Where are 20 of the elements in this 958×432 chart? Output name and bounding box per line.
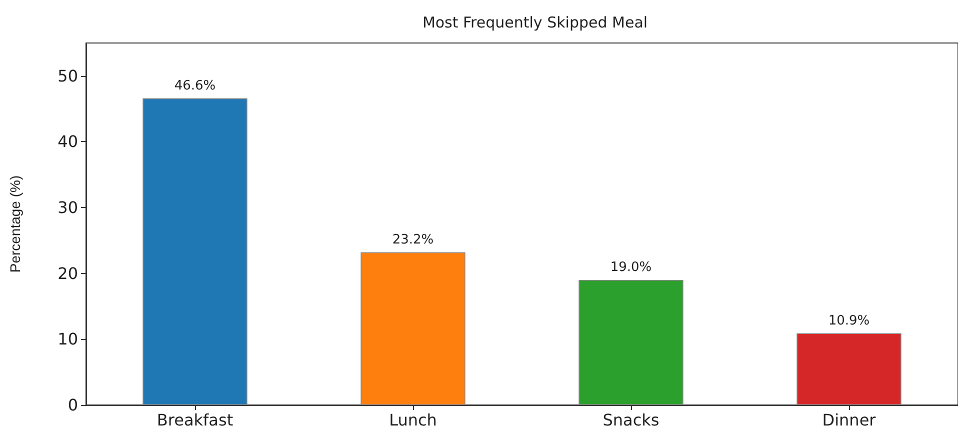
y-tick-label: 0 [68,396,78,414]
x-tick-label: Snacks [602,410,660,430]
y-tick-label: 30 [58,198,78,218]
bar [360,252,466,405]
bar [142,98,248,405]
y-axis-title: Percentage (%) [7,175,23,273]
y-tick-label: 20 [58,264,78,283]
x-tick-label: Breakfast [156,410,234,430]
chart-title: Most Frequently Skipped Meal [422,14,648,32]
bar [796,333,902,405]
data-label: 10.9% [828,313,870,328]
x-tick-label: Dinner [822,410,876,430]
data-label: 46.6% [174,78,216,94]
data-label: 23.2% [392,232,434,248]
y-tick-label: 40 [58,132,78,152]
y-tick-label: 50 [58,66,78,86]
x-tick-label: Lunch [389,410,437,430]
bar [578,280,684,405]
y-tick-label: 10 [58,330,78,349]
data-label: 19.0% [610,260,652,275]
